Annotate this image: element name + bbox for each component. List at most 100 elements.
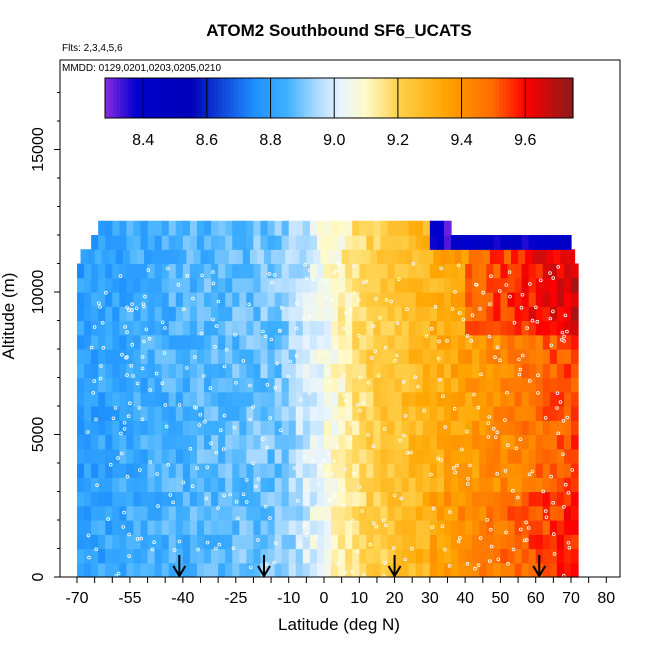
heatmap-cell [207,249,216,265]
heatmap-cell [563,292,572,307]
heatmap-cell [401,520,410,535]
heatmap-cell [218,220,226,236]
heatmap-cell [260,377,269,393]
sample-point [487,334,492,339]
sample-point [241,492,246,497]
heatmap-cell [338,520,346,535]
colorbar-segment [190,78,196,118]
heatmap-cell [309,505,318,521]
colorbar-segment [284,78,289,118]
heatmap-cell [105,406,113,421]
sample-point [137,406,142,410]
heatmap-cell [429,534,438,550]
sample-point [562,334,566,339]
sample-point [403,413,408,418]
heatmap-cell [140,534,149,550]
heatmap-cell [451,363,459,379]
heatmap-cell [366,562,374,578]
sample-point [512,320,517,325]
heatmap-cell [246,263,255,279]
heatmap-cell [98,349,106,364]
heatmap-cell [189,548,198,564]
heatmap-cell [232,434,240,450]
heatmap-cell [500,391,509,407]
heatmap-cell [105,363,113,379]
heatmap-cell [556,477,565,493]
heatmap-cell [105,391,113,407]
heatmap-cell [507,391,516,407]
heatmap-cell [151,249,159,265]
heatmap-cell [204,448,212,464]
heatmap-cell [77,505,85,521]
heatmap-cell [436,235,445,250]
heatmap-cell [218,320,226,336]
heatmap-cell [302,391,311,407]
heatmap-cell [465,520,473,535]
heatmap-cell [218,263,226,279]
heatmap-cell [443,306,452,322]
heatmap-cell [415,548,424,564]
heatmap-cell [556,377,565,393]
heatmap-cell [451,292,459,307]
heatmap-cell [232,235,240,250]
heatmap-cell [175,434,184,450]
sample-point [343,570,348,575]
heatmap-cell [359,363,367,379]
heatmap-cell [274,406,283,421]
sample-point [486,421,491,425]
heatmap-cell [447,249,456,265]
heatmap-cell [324,363,332,379]
heatmap-cell [521,349,530,364]
sample-point [506,561,510,566]
colorbar-segment [300,78,305,118]
heatmap-cell [309,363,318,379]
heatmap-cell [443,420,452,436]
heatmap-cell [345,406,353,421]
heatmap-cell [324,491,332,507]
heatmap-cell [549,292,558,307]
heatmap-cell [189,263,198,279]
heatmap-cell [175,391,184,407]
heatmap-cell [507,292,516,307]
heatmap-cell [119,277,127,293]
heatmap-cell [161,391,170,407]
heatmap-cell [161,477,170,493]
heatmap-cell [338,420,346,436]
sample-point [97,301,101,306]
heatmap-cell [133,349,142,364]
heatmap-cell [387,491,396,507]
heatmap-cell [168,448,177,464]
heatmap-cell [119,491,127,507]
heatmap-cell [112,534,120,550]
heatmap-cell [479,434,487,450]
heatmap-cell [281,548,290,564]
heatmap-cell [115,249,124,265]
sample-point [389,299,394,304]
heatmap-cell [281,377,290,393]
colorbar-segment [397,78,402,118]
heatmap-cell [338,562,346,578]
sample-point [352,290,357,295]
heatmap-cell [91,292,99,307]
colorbar-tick-label: 8.8 [259,132,281,149]
heatmap-cell [228,249,237,265]
heatmap-cell [563,235,572,250]
heatmap-cell [451,448,459,464]
heatmap-cell [225,520,233,535]
heatmap-cell [556,349,565,364]
heatmap-cell [316,562,325,578]
x-axis: -70 -55 -40 -25 -10 0 10 20 30 40 50 60 70 80 [60,576,620,607]
heatmap-cell [246,320,255,336]
heatmap-cell [324,277,332,293]
heatmap-cell [105,477,113,493]
heatmap-cell [443,548,452,564]
heatmap-cell [239,477,247,493]
colorbar-segment [132,78,137,118]
heatmap-cell [352,491,360,507]
heatmap-cell [154,463,163,478]
sample-point [503,469,508,473]
heatmap-cell [549,534,558,550]
sample-point [458,536,462,540]
heatmap-cell [556,320,565,336]
